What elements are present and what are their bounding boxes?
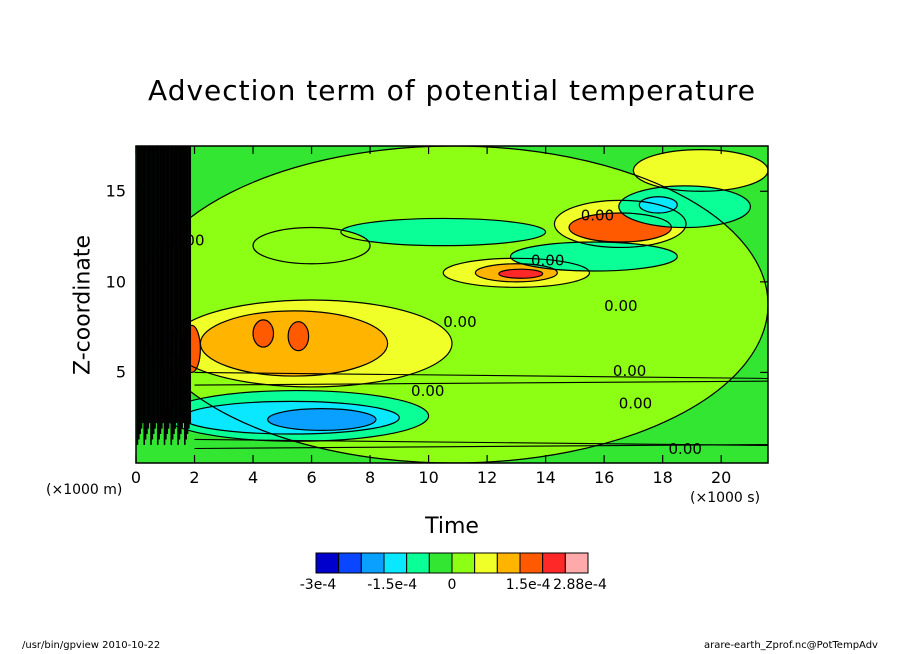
chart-title: Advection term of potential temperature	[148, 74, 756, 107]
contour-region-8	[498, 269, 543, 279]
contour-value-label-6: 0.00	[443, 313, 476, 331]
colorbar	[315, 552, 589, 574]
xtick-label-10: 20	[710, 468, 732, 487]
contour-labels: 0.00 0.00 0.00 0.00 0.00 0.00 0.00 0.00 0.00	[171, 206, 702, 458]
colorbar-swatch-5	[428, 552, 453, 574]
contour-region-14	[267, 408, 376, 431]
colorbar-label-4: 2.88e-4	[553, 577, 607, 593]
xtick-label-9: 18	[652, 468, 673, 487]
horizontal-contour-0	[194, 443, 768, 450]
colorbar-swatch-0	[315, 552, 340, 574]
colorbar-swatch-6	[451, 552, 476, 574]
contour-line-15	[509, 241, 678, 272]
contour-line-17	[618, 185, 752, 229]
axis-ticks	[135, 146, 768, 463]
contour-region-4	[288, 321, 309, 351]
contour-value-label-1: 0.00	[604, 297, 637, 315]
colorbar-swatch-2	[360, 552, 385, 574]
xtick-label-1: 2	[189, 468, 200, 487]
contour-region-16	[340, 218, 546, 246]
contour-line-8	[498, 268, 544, 279]
contour-value-label-3: 0.00	[619, 395, 652, 413]
footer-left: /usr/bin/gpview 2010-10-22	[22, 640, 161, 651]
contour-value-label-4: 0.00	[669, 440, 702, 458]
horizontal-contour-3	[194, 371, 768, 379]
xtick-label-6: 12	[476, 468, 498, 487]
contour-value-label-5: 0.00	[581, 206, 614, 224]
contour-line-7	[474, 263, 558, 283]
horizontal-contour-2	[194, 380, 768, 386]
colorbar-swatch-9	[519, 552, 544, 574]
contour-line-9	[553, 199, 687, 249]
contour-region-19	[253, 227, 371, 264]
colorbar-label-3: 1.5e-4	[505, 577, 551, 593]
colorbar-label-2: 0	[447, 577, 457, 593]
contour-value-label-2: 0.00	[613, 362, 646, 380]
ytick-label-0: 5	[115, 362, 126, 382]
xtick-label-5: 10	[418, 468, 439, 487]
contour-line-18	[638, 196, 678, 214]
xtick-label-8: 16	[593, 468, 615, 487]
contour-value-label-7: 0.00	[411, 382, 444, 400]
xtick-label-7: 14	[535, 468, 556, 487]
contour-region-3	[253, 319, 274, 348]
colorbar-swatch-3	[383, 552, 408, 574]
contour-value-label-0: 0.00	[531, 252, 564, 270]
y-axis-title: Z-coordinate	[70, 235, 96, 375]
contour-value-label-8: 0.00	[171, 232, 204, 250]
colorbar-swatch-11	[564, 552, 589, 574]
contour-line-19	[252, 226, 371, 265]
contour-line-14	[267, 408, 377, 431]
xtick-label-0: 0	[130, 468, 142, 487]
colorbar-swatch-7	[474, 552, 498, 574]
contour-lines	[136, 146, 768, 463]
colorbar-label-1: -1.5e-4	[367, 577, 418, 593]
contour-line-4	[287, 321, 310, 352]
contour-line-6	[442, 257, 591, 288]
ytick-label-2: 15	[105, 181, 126, 201]
y-axis-unit: (×1000 m)	[46, 482, 123, 498]
xtick-label-2: 4	[247, 468, 259, 487]
horizontal-contour-1	[194, 438, 768, 447]
xtick-label-4: 8	[364, 468, 376, 487]
contour-line-3	[252, 319, 275, 348]
colorbar-swatch-8	[496, 552, 521, 574]
colorbar-label-0: -3e-4	[299, 577, 337, 593]
colorbar-swatch-10	[542, 552, 566, 574]
ytick-label-1: 10	[105, 272, 126, 292]
colorbar-swatch-4	[406, 552, 430, 574]
footer-right: arare-earth_Zprof.nc@PotTempAdv	[704, 640, 878, 651]
plot-area	[136, 146, 768, 463]
contour-region-17	[618, 185, 751, 228]
contour-line-16	[340, 217, 547, 247]
colorbar-swatch-1	[338, 552, 362, 574]
xtick-label-3: 6	[306, 468, 317, 487]
plot-frame	[135, 145, 769, 464]
contour-region-15	[510, 242, 678, 271]
x-axis-unit: (×1000 s)	[690, 490, 761, 506]
contour-region-11	[633, 149, 768, 192]
x-axis-title: Time	[425, 514, 479, 539]
